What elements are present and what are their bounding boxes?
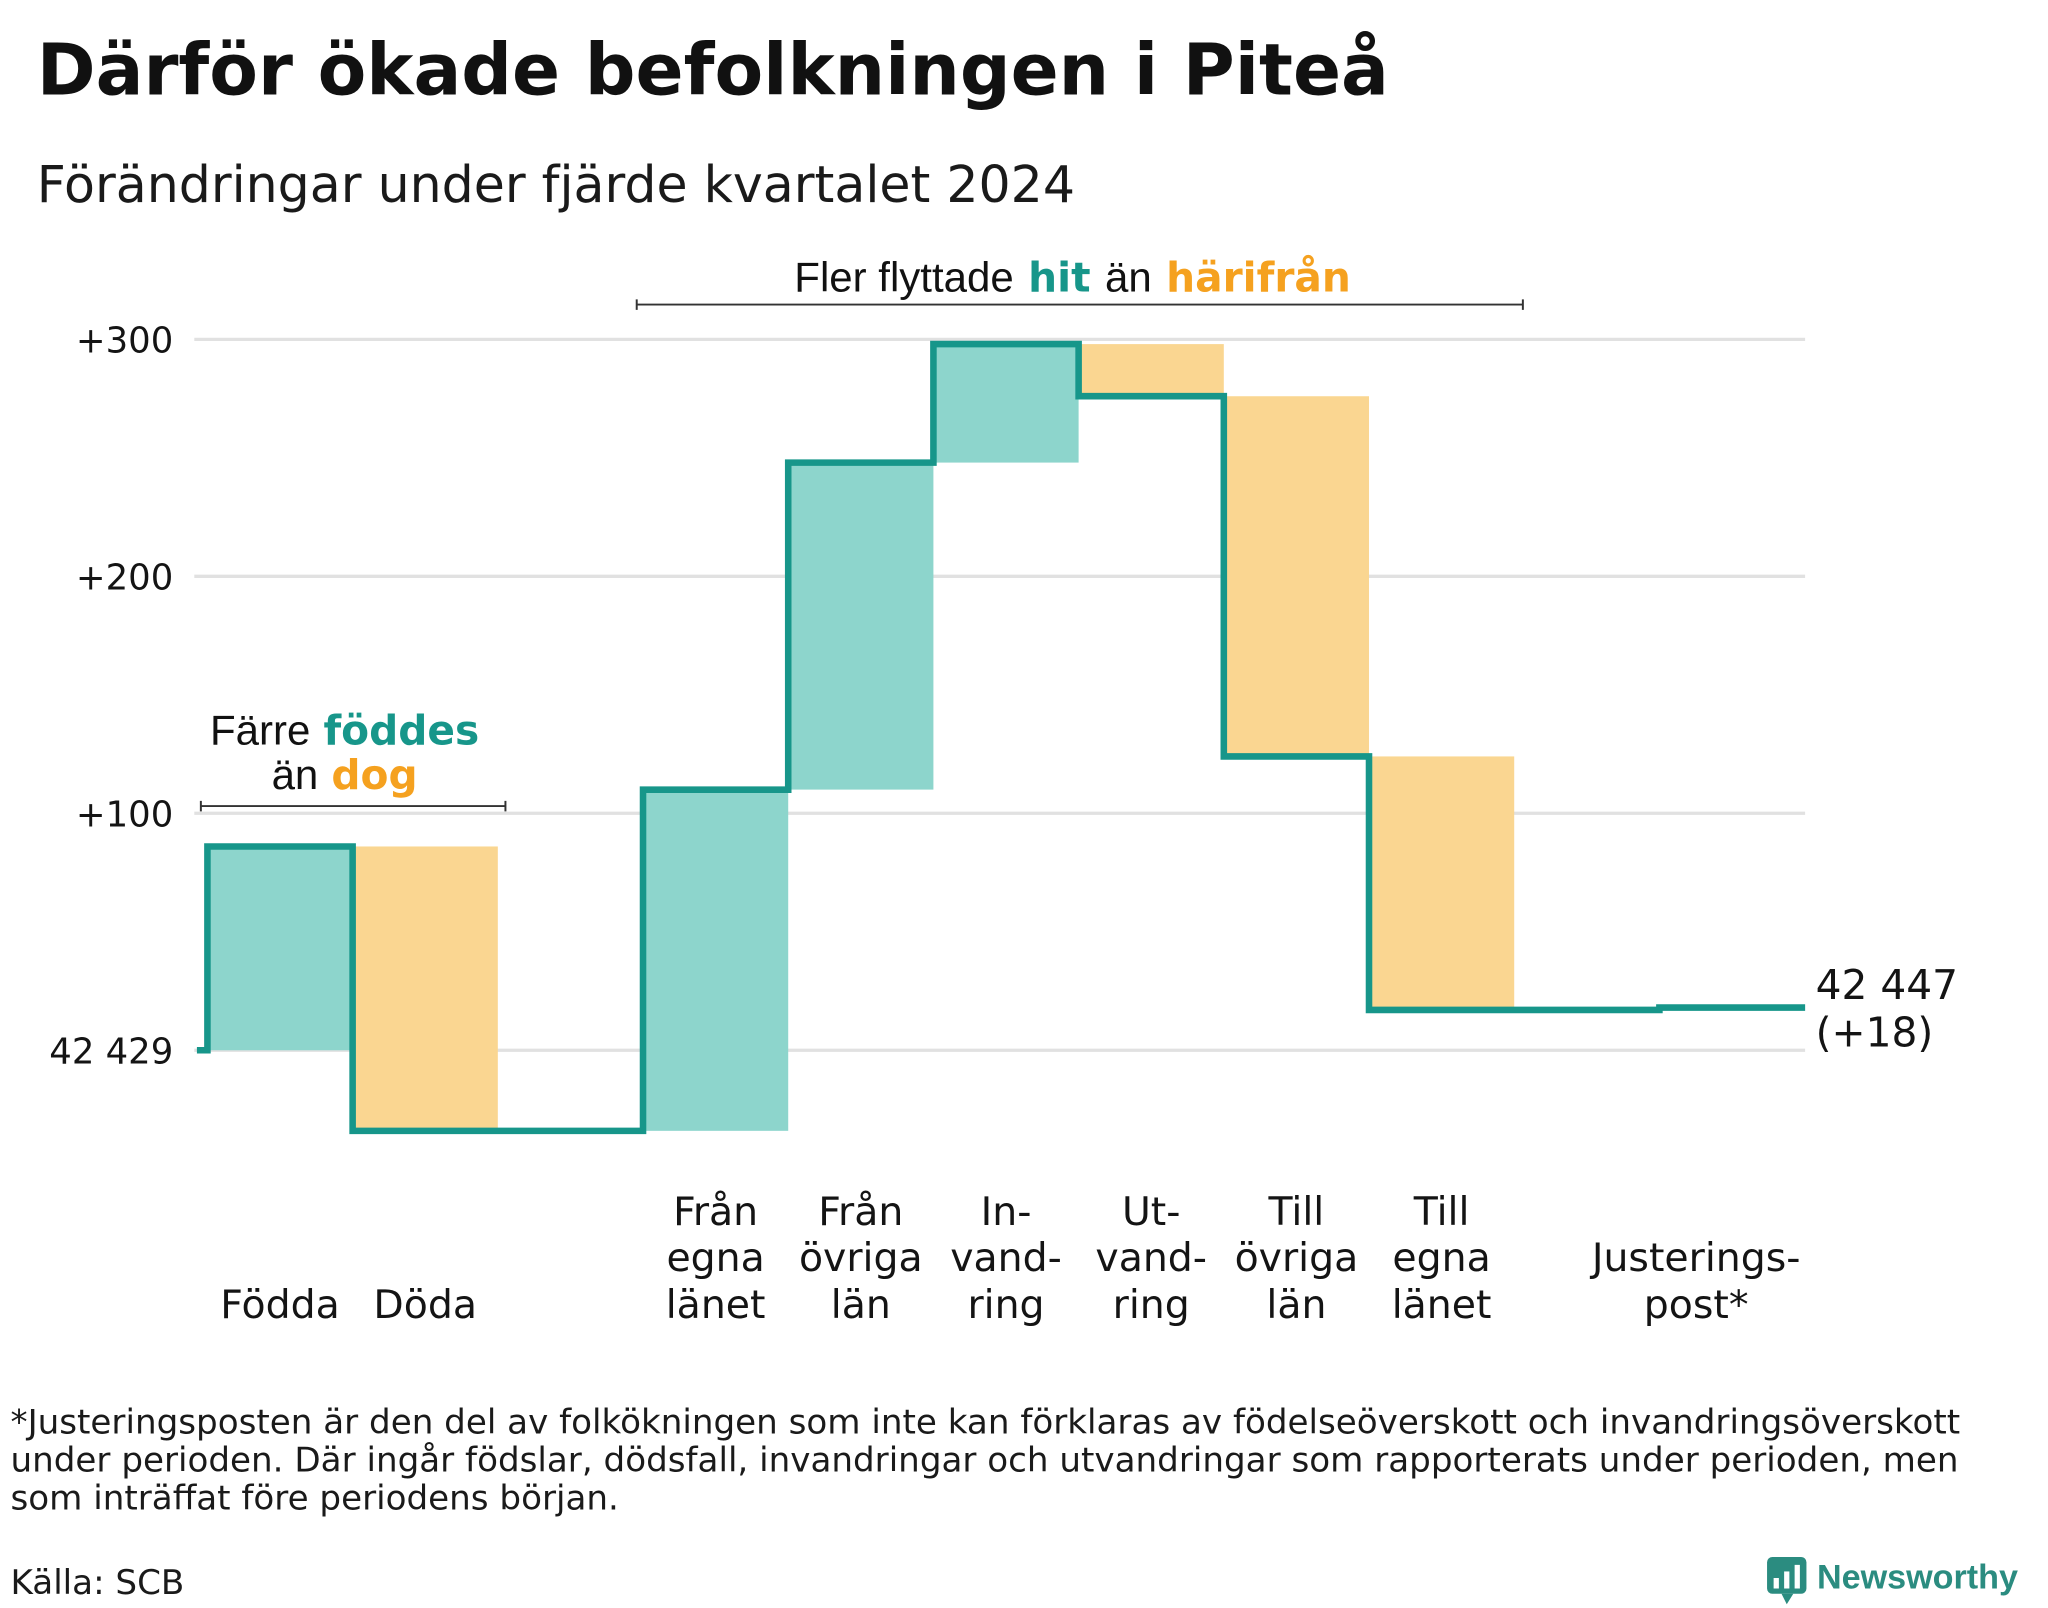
x-axis-label-line: Döda bbox=[373, 1281, 477, 1328]
end-value-label: 42 447 (+18) bbox=[1816, 962, 1958, 1057]
x-axis-label-line: egna bbox=[666, 1235, 765, 1282]
x-axis-label-line: län bbox=[1266, 1281, 1327, 1328]
waterfall-bar-5 bbox=[933, 344, 1079, 463]
x-axis-label-line: vand- bbox=[950, 1235, 1062, 1282]
x-axis-label-line: övriga bbox=[798, 1235, 923, 1282]
x-axis-label-line: ring bbox=[1112, 1281, 1190, 1328]
x-axis-label-line: län bbox=[830, 1281, 891, 1328]
x-axis-label-line: post* bbox=[1643, 1281, 1749, 1328]
waterfall-bar-1 bbox=[207, 846, 353, 1051]
x-axis-label: Födda bbox=[175, 1282, 385, 1329]
y-tick-label: +200 bbox=[76, 557, 173, 598]
migration-annotation-out: härifrån bbox=[1166, 254, 1351, 302]
bar-chart-speech-bubble-icon bbox=[1767, 1557, 1807, 1605]
y-tick-label: 42 429 bbox=[49, 1031, 173, 1072]
x-axis-label-line: Ut- bbox=[1121, 1188, 1181, 1235]
bars bbox=[207, 344, 1805, 1131]
births-annotation-text: Färre bbox=[209, 706, 311, 754]
y-tick-label: +100 bbox=[76, 794, 173, 835]
x-axis-label-line: Födda bbox=[220, 1281, 340, 1328]
x-axis-label-line: Justerings- bbox=[1591, 1235, 1801, 1282]
births-annotation-joiner: än bbox=[271, 750, 319, 799]
x-axis-label: Från övriga län bbox=[756, 1189, 966, 1329]
end-value: 42 447 bbox=[1815, 962, 1959, 1010]
x-axis-label: Justerings-post* bbox=[1591, 1235, 1801, 1328]
brand-logo-text: Newsworthy bbox=[1816, 1557, 2019, 1597]
migration-annotation-joiner: än bbox=[1105, 253, 1152, 301]
cumulative-line-layer bbox=[196, 340, 1806, 1135]
births-annotation-out: dog bbox=[331, 752, 418, 800]
x-axis-label-line: övriga bbox=[1234, 1235, 1359, 1282]
chart-subtitle: Förändringar under fjärde kvartalet 2024 bbox=[36, 156, 1076, 216]
y-tick-label: +300 bbox=[76, 320, 173, 361]
x-axis-label-line: Från bbox=[673, 1188, 759, 1235]
x-axis-label-line: egna bbox=[1392, 1235, 1491, 1282]
x-axis-label-line: länet bbox=[1391, 1281, 1492, 1328]
footnote-line: *Justeringsposten är den del av folkökni… bbox=[10, 1403, 1961, 1443]
footnote-line: som inträffat före periodens början. bbox=[10, 1479, 619, 1519]
x-axis-label: In-vand-ring bbox=[901, 1189, 1111, 1329]
x-axis-label-line: Från bbox=[818, 1188, 904, 1235]
waterfall-bar-3 bbox=[643, 789, 789, 1131]
x-axis-label-line: Till bbox=[1268, 1188, 1325, 1235]
waterfall-bar-4 bbox=[788, 462, 934, 790]
x-axis-label: Till övriga län bbox=[1191, 1189, 1401, 1329]
x-axis-label: Döda bbox=[320, 1282, 530, 1329]
births-bracket bbox=[199, 800, 507, 812]
waterfall-bar-7 bbox=[1223, 396, 1370, 757]
x-axis-labels: Födda Döda Från egna länet Från övriga län In-va… bbox=[175, 1189, 1801, 1329]
migration-annotation: Fler flyttade hit än härifrån bbox=[769, 249, 1376, 304]
migration-annotation-in: hit bbox=[1028, 254, 1091, 302]
x-axis-label: Till egna länet bbox=[1337, 1189, 1547, 1329]
x-axis-label-line: ring bbox=[967, 1281, 1045, 1328]
births-annotation: Färre föddes än dog bbox=[190, 706, 499, 800]
x-axis-label: Från egna länet bbox=[611, 1189, 821, 1329]
births-annotation-row: än dog bbox=[190, 750, 499, 800]
cumulative-line bbox=[196, 340, 1806, 1135]
waterfall-bar-6 bbox=[1078, 344, 1224, 397]
births-annotation-in: föddes bbox=[323, 707, 480, 755]
migration-annotation-text: Fler flyttade bbox=[794, 253, 1014, 301]
y-axis-labels: 42 429 +100 +200 +300 bbox=[49, 320, 173, 1072]
births-annotation-row: Färre föddes bbox=[190, 706, 499, 755]
footnote-line: under perioden. Där ingår födslar, dödsf… bbox=[10, 1441, 1959, 1481]
end-change: (+18) bbox=[1815, 1009, 1934, 1057]
chart-title: Därför ökade befolkningen i Piteå bbox=[36, 28, 1389, 112]
source-credit: Källa: SCB bbox=[10, 1563, 185, 1603]
footnote: *Justeringsposten är den del av folkökni… bbox=[10, 1403, 1961, 1519]
x-axis-label-line: Till bbox=[1413, 1188, 1470, 1235]
migration-bracket bbox=[635, 299, 1524, 310]
x-axis-label-line: länet bbox=[665, 1281, 766, 1328]
waterfall-bar-8 bbox=[1369, 756, 1515, 1010]
waterfall-bar-2 bbox=[352, 846, 498, 1131]
x-axis-label-line: In- bbox=[980, 1188, 1032, 1235]
x-axis-label: Ut-vand-ring bbox=[1046, 1189, 1256, 1329]
x-axis-label-line: vand- bbox=[1095, 1235, 1208, 1282]
